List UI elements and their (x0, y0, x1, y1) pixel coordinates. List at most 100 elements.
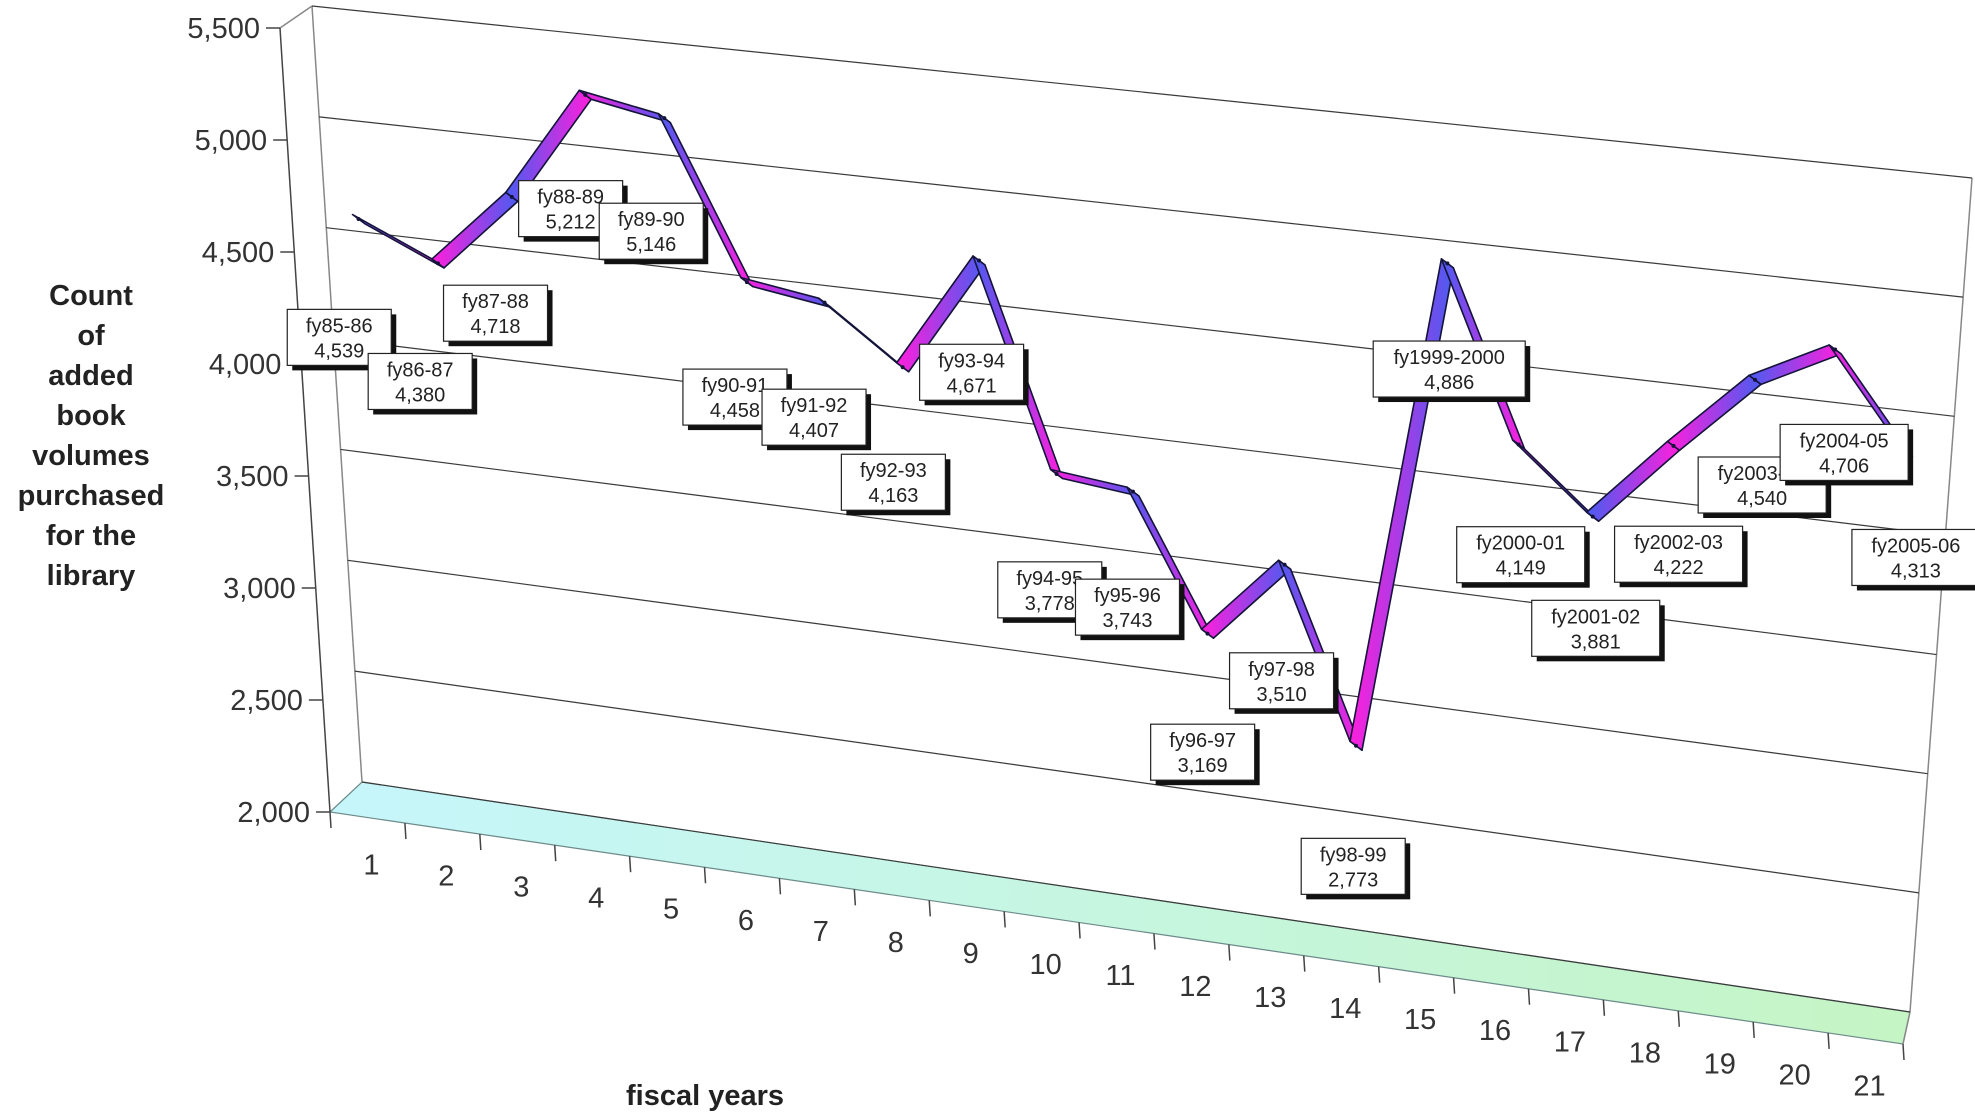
x-tick-label: 16 (1479, 1015, 1511, 1047)
data-point (744, 280, 749, 285)
x-tick-label: 11 (1105, 960, 1135, 992)
data-label-period: fy2004-05 (1800, 430, 1889, 452)
x-tick (1003, 911, 1006, 928)
data-label-period: fy2000-01 (1476, 533, 1565, 555)
data-point (977, 258, 982, 263)
data-label-value: 4,222 (1654, 557, 1704, 579)
data-label: fy2002-03 4,222 (1613, 525, 1748, 588)
chart-floor (328, 781, 1911, 1045)
gridline (354, 670, 1919, 894)
line-segment (1049, 468, 1140, 497)
x-tick (1078, 922, 1081, 939)
x-tick-label: 1 (363, 850, 379, 882)
gridline (333, 337, 1946, 537)
data-point (1753, 377, 1758, 382)
line-segment (1666, 374, 1762, 452)
x-tick-label: 14 (1329, 993, 1361, 1025)
line-segment (740, 276, 832, 308)
data-label: fy85-86 4,539 (286, 308, 397, 371)
x-tick-label: 18 (1629, 1037, 1661, 1069)
data-point (356, 217, 361, 222)
data-label: fy97-98 3,510 (1228, 652, 1339, 714)
data-point (822, 300, 827, 305)
x-tick-label: 15 (1404, 1004, 1436, 1036)
gridlines (311, 5, 1973, 1013)
data-point (436, 261, 441, 266)
data-labels: fy85-86 4,539 fy86-87 4,380 fy87-88 4,718 fy88… (286, 180, 1975, 900)
y-tick-label: 4,500 (202, 237, 275, 269)
data-point (1282, 562, 1287, 567)
data-label-period: fy87-88 (462, 291, 529, 313)
chart-walls (279, 5, 1973, 1045)
data-label: fy2004-05 4,706 (1779, 423, 1914, 486)
x-tick (1228, 944, 1231, 961)
x-tick (553, 845, 557, 862)
x-tick-label: 9 (963, 938, 979, 970)
data-point (1205, 631, 1210, 636)
y-tick-label: 5,000 (195, 125, 268, 157)
gridline (326, 227, 1955, 417)
data-label-value: 3,881 (1571, 631, 1621, 653)
data-label-period: fy90-91 (702, 375, 769, 397)
y-tick-label: 3,000 (223, 573, 296, 605)
data-label-period: fy1999-2000 (1394, 347, 1505, 369)
x-tick (703, 867, 707, 884)
data-label-value: 4,886 (1424, 372, 1474, 394)
line-segment (1200, 559, 1292, 639)
data-label: fy2005-06 4,313 (1851, 528, 1975, 591)
data-label-period: fy86-87 (387, 359, 454, 381)
x-tick-label: 21 (1853, 1070, 1885, 1102)
data-point (1054, 472, 1059, 477)
data-label: fy87-88 4,718 (442, 284, 553, 347)
data-point (1354, 743, 1359, 748)
data-label-period: fy93-94 (938, 350, 1005, 372)
line-segment (578, 89, 672, 124)
data-label-period: fy97-98 (1248, 659, 1315, 681)
data-label: fy96-97 3,169 (1150, 723, 1260, 786)
data-label-period: fy98-99 (1320, 844, 1387, 866)
data-point (900, 365, 905, 370)
data-label-period: fy94-95 (1016, 568, 1083, 590)
data-label-value: 4,163 (868, 485, 918, 507)
x-tick (329, 811, 332, 829)
data-point (1671, 443, 1676, 448)
x-tick (628, 856, 632, 873)
data-label: fy98-99 2,773 (1300, 837, 1411, 900)
line-segment (817, 297, 910, 373)
data-label-value: 4,149 (1496, 558, 1546, 580)
x-tick (1452, 977, 1456, 994)
data-label-value: 4,380 (395, 384, 445, 406)
data-label-period: fy2002-03 (1634, 532, 1723, 554)
line-segment (1585, 440, 1681, 522)
data-label-value: 4,539 (314, 340, 364, 362)
data-label-value: 2,773 (1328, 869, 1378, 891)
x-tick (1527, 988, 1531, 1005)
data-label-value: 3,743 (1102, 610, 1152, 632)
line-segment (1349, 258, 1455, 752)
data-label-period: fy88-89 (537, 187, 604, 209)
y-axis: 2,000 2,500 3,000 3,500 4,000 4,500 5,000 5,500 (187, 13, 331, 829)
data-point (509, 194, 514, 199)
data-label: fy95-96 3,743 (1074, 578, 1185, 641)
x-tick (1827, 1032, 1830, 1049)
y-axis-title-line: purchased (17, 480, 165, 512)
gridline (361, 781, 1911, 1013)
y-tick-label: 5,500 (187, 13, 260, 45)
x-tick (853, 889, 857, 906)
x-tick (1677, 1010, 1681, 1027)
x-tick-label: 4 (588, 883, 604, 915)
data-label-value: 4,671 (947, 375, 997, 397)
gridline (347, 559, 1928, 775)
data-point (1130, 489, 1135, 494)
x-tick-label: 7 (813, 916, 829, 948)
gridline (319, 116, 1964, 298)
data-label: fy91-92 4,407 (761, 388, 872, 451)
data-label-period: fy96-97 (1169, 730, 1236, 752)
y-axis-title-line: Count (49, 280, 133, 312)
x-tick (1752, 1021, 1755, 1038)
x-tick (1303, 955, 1306, 972)
data-point (1590, 514, 1595, 519)
data-label-value: 4,540 (1737, 488, 1787, 510)
y-tick-label: 2,500 (230, 685, 303, 717)
